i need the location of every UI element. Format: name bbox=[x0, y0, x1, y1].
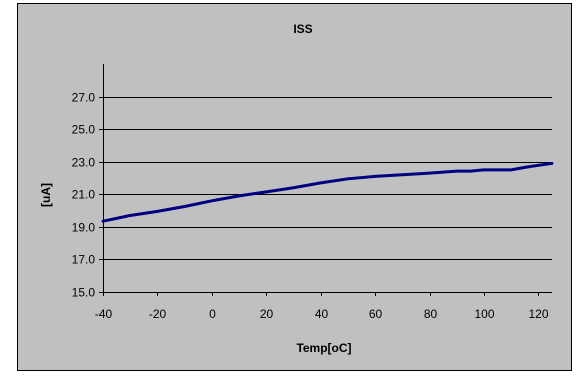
data-point bbox=[496, 169, 499, 171]
data-point bbox=[156, 210, 159, 212]
y-tick-label: 27.0 bbox=[72, 91, 96, 105]
data-point bbox=[456, 170, 458, 172]
plot-area bbox=[103, 64, 552, 292]
data-point bbox=[551, 162, 553, 164]
data-point bbox=[537, 164, 539, 166]
data-point bbox=[211, 200, 213, 202]
data-point bbox=[428, 172, 431, 174]
y-tick-label: 19.0 bbox=[72, 221, 96, 235]
y-tick-label: 25.0 bbox=[72, 123, 96, 137]
y-tick-label: 17.0 bbox=[72, 253, 96, 267]
x-tick-label: 100 bbox=[474, 307, 494, 321]
data-point bbox=[483, 169, 485, 171]
x-axis-label: Temp[oC] bbox=[296, 341, 351, 355]
data-point bbox=[401, 174, 403, 176]
x-tick-label: 0 bbox=[209, 307, 216, 321]
data-point bbox=[292, 187, 295, 189]
chart-title: ISS bbox=[293, 22, 312, 36]
data-point bbox=[238, 195, 240, 197]
x-tick-label: -40 bbox=[95, 307, 113, 321]
x-tick-label: 20 bbox=[260, 307, 274, 321]
y-tick-label: 15.0 bbox=[72, 286, 96, 300]
data-point bbox=[320, 182, 322, 184]
x-tick-label: 60 bbox=[369, 307, 383, 321]
x-tick-label: 80 bbox=[424, 307, 438, 321]
data-point bbox=[524, 166, 526, 169]
data-point bbox=[102, 220, 104, 222]
plot-layer: 15.0 17.0 19.0 21.0 23.0 25.0 27.0 -40 -20 0 20 40 6… bbox=[72, 64, 554, 321]
data-point bbox=[469, 170, 471, 172]
data-point bbox=[374, 175, 376, 177]
data-point bbox=[510, 169, 512, 171]
x-tick-label: 40 bbox=[315, 307, 329, 321]
y-tick-label: 23.0 bbox=[72, 156, 96, 170]
x-tick-label: -20 bbox=[149, 307, 167, 321]
data-point bbox=[347, 178, 349, 180]
data-point bbox=[129, 214, 131, 217]
x-tick-label: 120 bbox=[528, 307, 548, 321]
data-point bbox=[265, 191, 267, 193]
y-tick-label: 21.0 bbox=[72, 188, 96, 202]
data-point bbox=[184, 205, 186, 208]
y-axis-label: [uA] bbox=[39, 183, 53, 207]
